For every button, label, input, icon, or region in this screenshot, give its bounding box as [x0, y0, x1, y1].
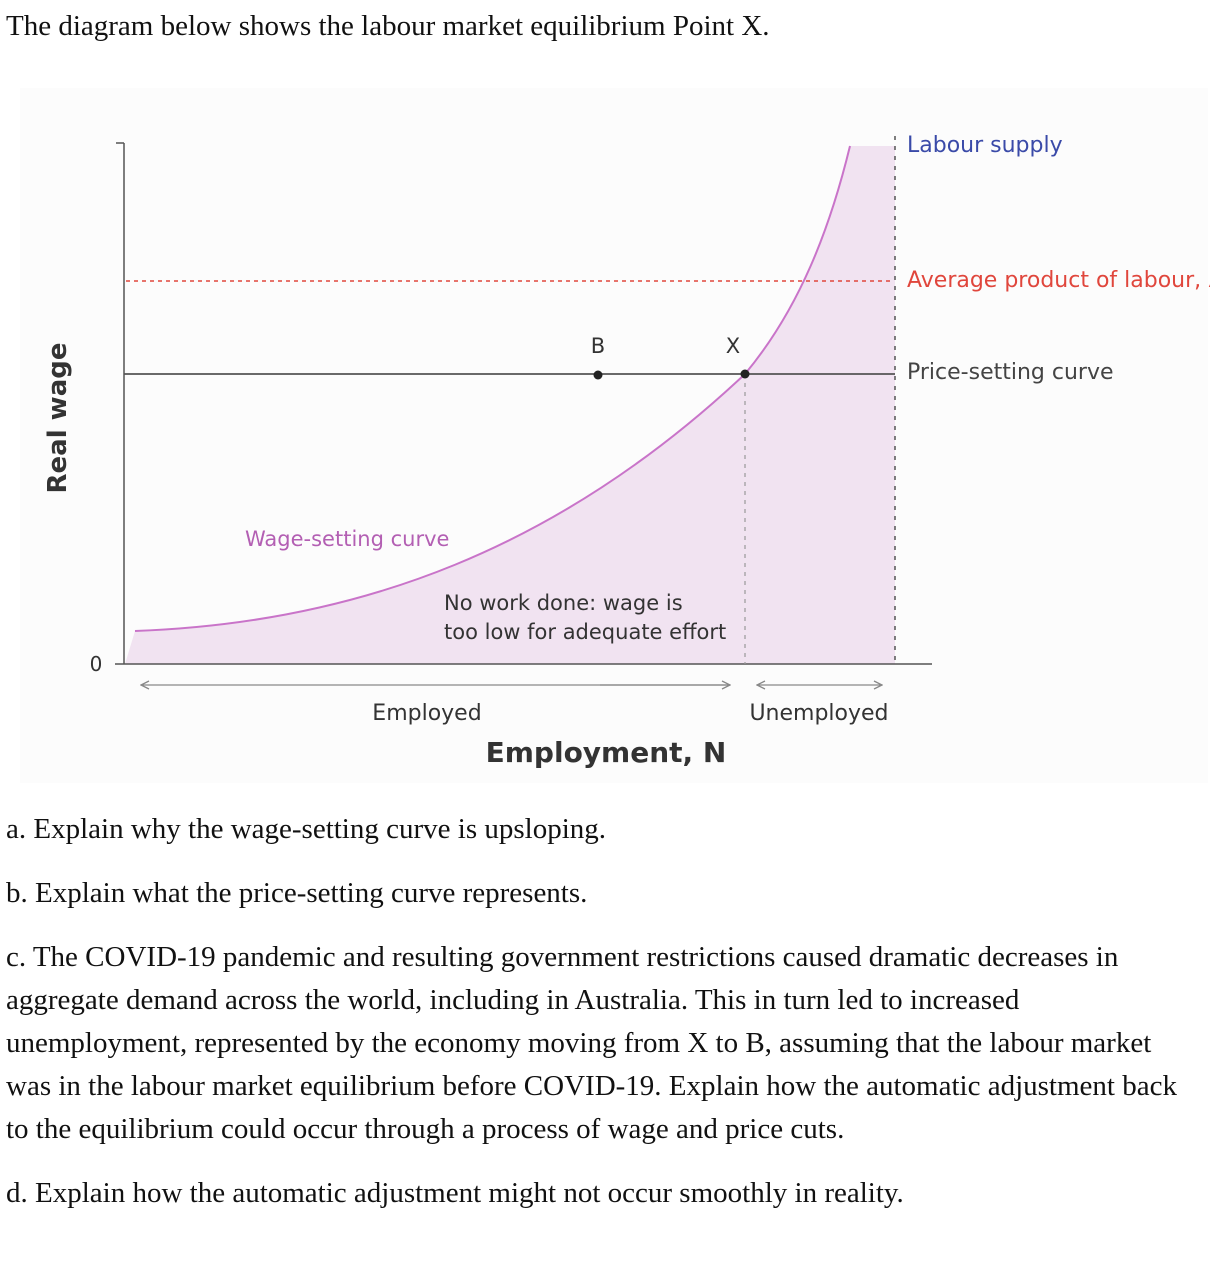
point-x-label: X — [726, 334, 740, 358]
intro-text: The diagram below shows the labour marke… — [6, 10, 770, 42]
no-work-label-line2: too low for adequate effort — [444, 620, 726, 644]
employed-label: Employed — [372, 701, 481, 726]
price-setting-label: Price-setting curve — [907, 360, 1114, 385]
x-axis-label: Employment, N — [486, 736, 727, 769]
question-list: a. Explain why the wage-setting curve is… — [6, 808, 1202, 1236]
origin-label: 0 — [90, 652, 103, 676]
y-axis-label: Real wage — [43, 343, 73, 494]
point-b-label: B — [591, 334, 605, 358]
question-c: c. The COVID-19 pandemic and resulting g… — [6, 941, 1177, 1145]
no-work-label-line1: No work done: wage is — [444, 591, 683, 615]
wage-setting-label: Wage-setting curve — [245, 527, 449, 551]
wage-setting-curve — [134, 145, 851, 632]
point-b — [593, 370, 603, 380]
question-b: b. Explain what the price-setting curve … — [6, 877, 588, 909]
labour-market-diagram: Real wage 0 B X Labour supply Average pr… — [20, 88, 1210, 783]
labour-supply-label: Labour supply — [907, 133, 1063, 158]
point-x — [740, 369, 750, 379]
question-d: d. Explain how the automatic adjustment … — [6, 1177, 904, 1209]
question-a: a. Explain why the wage-setting curve is… — [6, 813, 607, 845]
shaded-region — [125, 146, 895, 664]
unemployed-label: Unemployed — [749, 701, 888, 726]
average-product-label: Average product of labour, λ — [907, 268, 1210, 293]
diagram-panel — [20, 88, 1208, 783]
